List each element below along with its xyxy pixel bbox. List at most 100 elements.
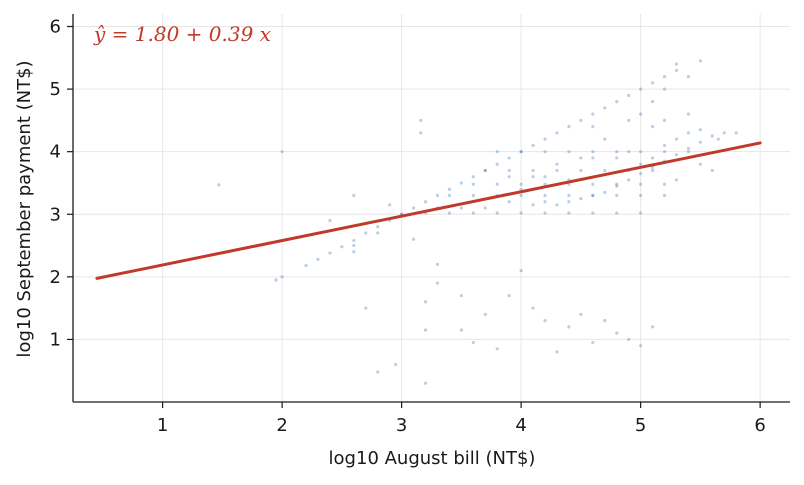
fit-equation: ŷ = 1.80 + 0.39 x xyxy=(93,22,271,46)
data-point xyxy=(507,294,511,298)
data-point xyxy=(543,193,547,198)
data-point xyxy=(459,181,463,185)
data-point xyxy=(603,106,607,110)
data-point xyxy=(519,187,523,191)
data-point xyxy=(698,128,702,132)
data-point xyxy=(591,340,595,345)
data-point xyxy=(388,203,392,207)
data-point xyxy=(734,131,738,135)
data-point xyxy=(459,294,463,298)
data-point xyxy=(650,325,655,329)
data-point xyxy=(435,281,440,285)
data-point xyxy=(519,211,523,215)
data-point xyxy=(698,59,702,63)
data-point xyxy=(591,150,595,154)
data-point xyxy=(364,231,368,235)
data-point xyxy=(483,312,487,316)
y-tick-label: 6 xyxy=(50,17,61,38)
data-point xyxy=(627,337,631,342)
data-point xyxy=(543,319,547,323)
data-point xyxy=(507,200,511,204)
data-point xyxy=(555,162,559,166)
data-point xyxy=(639,171,643,176)
data-point xyxy=(639,193,643,198)
data-point xyxy=(543,175,547,179)
data-point xyxy=(662,74,667,79)
data-point xyxy=(615,331,619,335)
data-point xyxy=(591,125,595,129)
data-point xyxy=(519,150,523,154)
x-tick-label: 1 xyxy=(157,415,168,436)
data-point xyxy=(423,381,428,385)
data-point xyxy=(722,131,726,135)
data-point xyxy=(447,193,452,198)
grid-lines xyxy=(73,14,790,402)
data-point xyxy=(519,150,523,154)
data-point xyxy=(686,150,691,154)
data-point xyxy=(591,193,595,198)
data-point xyxy=(591,112,595,116)
data-point xyxy=(543,150,547,154)
data-point xyxy=(627,93,631,97)
data-point xyxy=(591,182,595,186)
data-point xyxy=(459,206,463,210)
data-point xyxy=(615,211,619,215)
data-point xyxy=(639,150,643,154)
data-point xyxy=(662,118,667,122)
data-point xyxy=(352,193,356,198)
x-tick-label: 3 xyxy=(396,415,407,436)
data-point xyxy=(698,140,702,144)
data-point xyxy=(674,153,679,157)
x-tick-label: 6 xyxy=(754,415,765,436)
data-point xyxy=(591,211,595,215)
data-point xyxy=(483,168,487,173)
data-point xyxy=(419,118,423,122)
data-point xyxy=(650,168,655,173)
data-point xyxy=(423,300,428,304)
data-point xyxy=(507,168,511,173)
data-point xyxy=(435,262,440,266)
data-point xyxy=(328,251,332,255)
data-point xyxy=(519,268,523,273)
data-point xyxy=(495,150,499,154)
data-point xyxy=(555,168,559,173)
data-point xyxy=(662,182,667,186)
data-point xyxy=(483,168,487,173)
axes xyxy=(72,14,790,403)
data-point xyxy=(352,238,356,243)
data-point xyxy=(639,344,643,348)
y-tick-label: 1 xyxy=(50,329,61,350)
x-tick-label: 5 xyxy=(635,415,646,436)
data-point xyxy=(591,193,595,198)
data-point xyxy=(531,168,535,173)
data-point xyxy=(531,143,535,148)
data-point xyxy=(543,137,547,141)
data-point xyxy=(280,150,284,154)
data-point xyxy=(674,62,679,66)
data-point xyxy=(217,183,221,187)
data-point xyxy=(650,125,655,129)
data-point xyxy=(394,362,398,367)
data-point xyxy=(686,74,691,79)
data-point xyxy=(519,182,523,186)
data-point xyxy=(686,112,691,116)
data-point xyxy=(447,187,452,191)
data-point xyxy=(543,182,547,186)
data-point xyxy=(662,87,667,91)
data-point xyxy=(639,112,643,116)
data-point xyxy=(567,211,571,215)
data-point xyxy=(615,100,619,104)
data-point xyxy=(471,211,475,215)
data-point xyxy=(471,340,475,345)
data-point xyxy=(662,150,667,154)
data-point xyxy=(531,306,535,310)
data-point xyxy=(274,278,278,282)
y-tick-label: 3 xyxy=(50,204,61,225)
data-point xyxy=(483,206,487,210)
regression-line xyxy=(95,141,762,280)
data-point xyxy=(376,225,380,229)
data-point xyxy=(459,328,463,332)
data-point xyxy=(639,87,643,91)
data-point xyxy=(591,156,595,160)
data-point xyxy=(603,168,607,173)
